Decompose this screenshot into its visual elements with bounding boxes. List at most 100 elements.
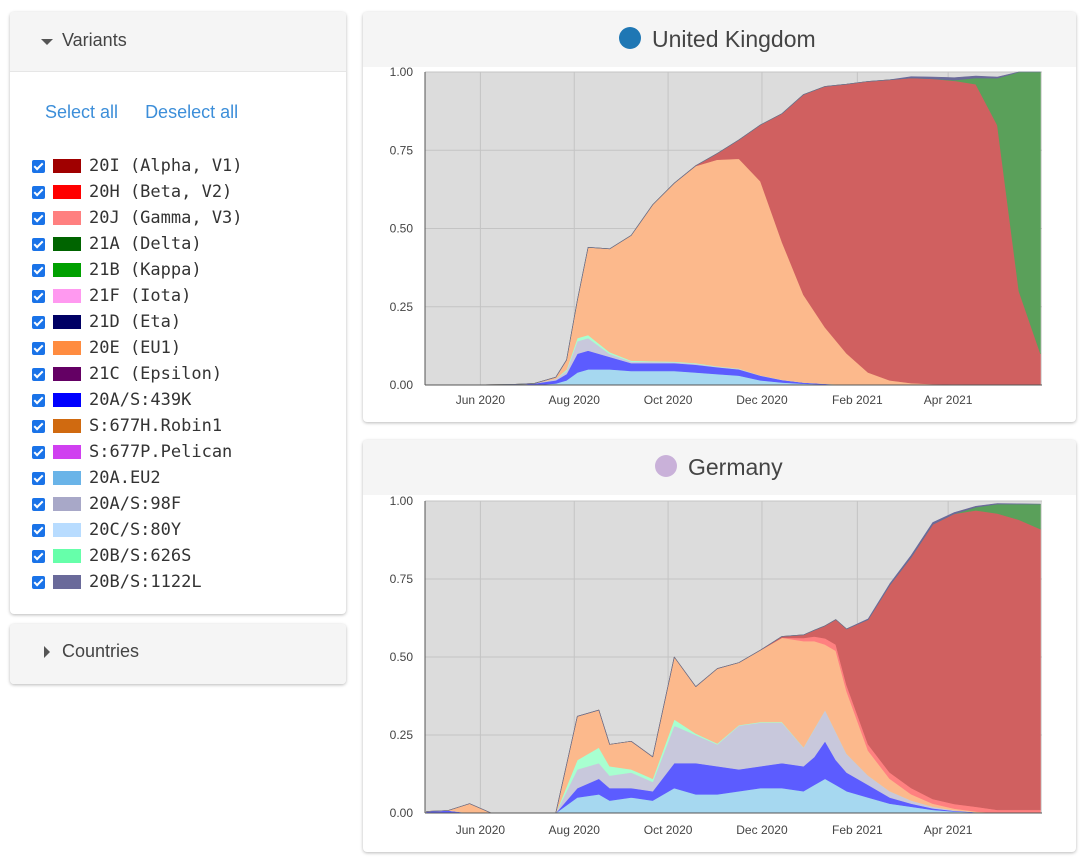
variant-item[interactable]: 20A.EU2 — [32, 465, 243, 491]
variant-checkbox[interactable] — [32, 549, 45, 563]
variants-title: Variants — [62, 30, 127, 50]
variant-label: 20A.EU2 — [89, 468, 161, 488]
variant-label: 21F (Iota) — [89, 286, 192, 306]
variant-color-swatch — [53, 341, 81, 355]
variant-item[interactable]: 20C/S:80Y — [32, 517, 243, 543]
variant-color-swatch — [53, 315, 81, 329]
variant-checkbox[interactable] — [32, 497, 45, 511]
variant-label: S:677P.Pelican — [89, 442, 233, 462]
country-dot-icon — [619, 27, 641, 49]
deselect-all-link[interactable]: Deselect all — [145, 102, 239, 122]
variant-label: S:677H.Robin1 — [89, 416, 223, 436]
variant-checkbox[interactable] — [32, 445, 45, 459]
variant-checkbox[interactable] — [32, 185, 45, 199]
variant-color-swatch — [53, 263, 81, 277]
variant-label: 20I (Alpha, V1) — [89, 156, 243, 176]
variant-checkbox[interactable] — [32, 471, 45, 485]
variant-checkbox[interactable] — [32, 263, 45, 277]
variant-checkbox[interactable] — [32, 211, 45, 225]
variant-color-swatch — [53, 367, 81, 381]
variant-checkbox[interactable] — [32, 159, 45, 173]
countries-title: Countries — [62, 641, 140, 661]
x-tick-label: Jun 2020 — [456, 393, 506, 407]
x-tick-label: Feb 2021 — [832, 823, 883, 837]
variant-label: 21C (Epsilon) — [89, 364, 223, 384]
x-tick-label: Oct 2020 — [644, 393, 693, 407]
germany-chart-title: Germany — [688, 454, 783, 480]
variant-item[interactable]: 20B/S:1122L — [32, 569, 243, 595]
countries-panel: Countries — [10, 624, 346, 684]
variant-checkbox[interactable] — [32, 523, 45, 537]
germany-chart-header: Germany — [363, 440, 1076, 495]
x-tick-label: Apr 2021 — [924, 823, 973, 837]
variant-label: 21A (Delta) — [89, 234, 202, 254]
y-tick-label: 0.25 — [390, 300, 414, 314]
variant-label: 20A/S:98F — [89, 494, 182, 514]
variant-item[interactable]: 21C (Epsilon) — [32, 361, 243, 387]
uk-chart-header: United Kingdom — [363, 12, 1076, 67]
y-tick-label: 0.25 — [390, 728, 414, 742]
variant-checkbox[interactable] — [32, 237, 45, 251]
variant-item[interactable]: 21B (Kappa) — [32, 257, 243, 283]
variant-item[interactable]: 21A (Delta) — [32, 231, 243, 257]
countries-header[interactable]: Countries — [10, 624, 346, 684]
variant-item[interactable]: 20A/S:439K — [32, 387, 243, 413]
variant-color-swatch — [53, 497, 81, 511]
variant-color-swatch — [53, 289, 81, 303]
x-tick-label: Oct 2020 — [644, 823, 693, 837]
x-tick-label: Jun 2020 — [456, 823, 506, 837]
variant-checkbox[interactable] — [32, 341, 45, 355]
variant-item[interactable]: S:677H.Robin1 — [32, 413, 243, 439]
variant-color-swatch — [53, 211, 81, 225]
variants-panel: Variants Select all Deselect all 20I (Al… — [10, 12, 346, 614]
uk-chart-panel: United Kingdom 0.00 0.25 0.50 0.75 1.00 Jun 2… — [363, 12, 1076, 422]
variant-color-swatch — [53, 471, 81, 485]
variant-item[interactable]: 21F (Iota) — [32, 283, 243, 309]
y-tick-label: 0.75 — [390, 572, 414, 586]
variant-label: 20H (Beta, V2) — [89, 182, 233, 202]
variant-label: 21B (Kappa) — [89, 260, 202, 280]
variant-checkbox[interactable] — [32, 289, 45, 303]
variant-color-swatch — [53, 523, 81, 537]
variant-item[interactable]: 20B/S:626S — [32, 543, 243, 569]
country-dot-icon — [655, 455, 677, 477]
caret-down-icon — [41, 39, 53, 45]
variant-item[interactable]: 20H (Beta, V2) — [32, 179, 243, 205]
variant-color-swatch — [53, 393, 81, 407]
y-tick-label: 0.50 — [390, 222, 414, 236]
y-tick-label: 0.50 — [390, 650, 414, 664]
variant-item[interactable]: S:677P.Pelican — [32, 439, 243, 465]
variants-header[interactable]: Variants — [10, 12, 346, 72]
y-tick-label: 1.00 — [390, 67, 414, 79]
area-series — [426, 503, 1041, 814]
x-tick-label: Aug 2020 — [549, 823, 601, 837]
variant-checkbox[interactable] — [32, 315, 45, 329]
variant-checkbox[interactable] — [32, 419, 45, 433]
x-tick-label: Dec 2020 — [736, 393, 788, 407]
variant-color-swatch — [53, 445, 81, 459]
variant-checkbox[interactable] — [32, 575, 45, 589]
variant-item[interactable]: 20I (Alpha, V1) — [32, 153, 243, 179]
variant-checkbox[interactable] — [32, 367, 45, 381]
variant-label: 20E (EU1) — [89, 338, 182, 358]
variant-item[interactable]: 21D (Eta) — [32, 309, 243, 335]
variant-item[interactable]: 20J (Gamma, V3) — [32, 205, 243, 231]
uk-chart-title: United Kingdom — [652, 26, 816, 52]
x-tick-label: Aug 2020 — [549, 393, 601, 407]
variant-label: 20J (Gamma, V3) — [89, 208, 243, 228]
x-tick-label: Apr 2021 — [924, 393, 973, 407]
variant-item[interactable]: 20E (EU1) — [32, 335, 243, 361]
variant-checkbox[interactable] — [32, 393, 45, 407]
y-tick-label: 1.00 — [390, 495, 414, 508]
select-all-link[interactable]: Select all — [45, 102, 119, 122]
y-tick-label: 0.75 — [390, 143, 414, 157]
variant-color-swatch — [53, 185, 81, 199]
variant-color-swatch — [53, 549, 81, 563]
variant-item[interactable]: 20A/S:98F — [32, 491, 243, 517]
y-tick-label: 0.00 — [390, 378, 414, 392]
variant-label: 20A/S:439K — [89, 390, 192, 410]
germany-stacked-area-chart: 0.00 0.25 0.50 0.75 1.00 Jun 2020 Aug 2020 Oct … — [390, 495, 1042, 837]
variant-label: 21D (Eta) — [89, 312, 182, 332]
variant-label: 20B/S:1122L — [89, 572, 202, 592]
uk-stacked-area-chart: 0.00 0.25 0.50 0.75 1.00 Jun 2020 Aug 2020 Oct … — [390, 67, 1042, 407]
